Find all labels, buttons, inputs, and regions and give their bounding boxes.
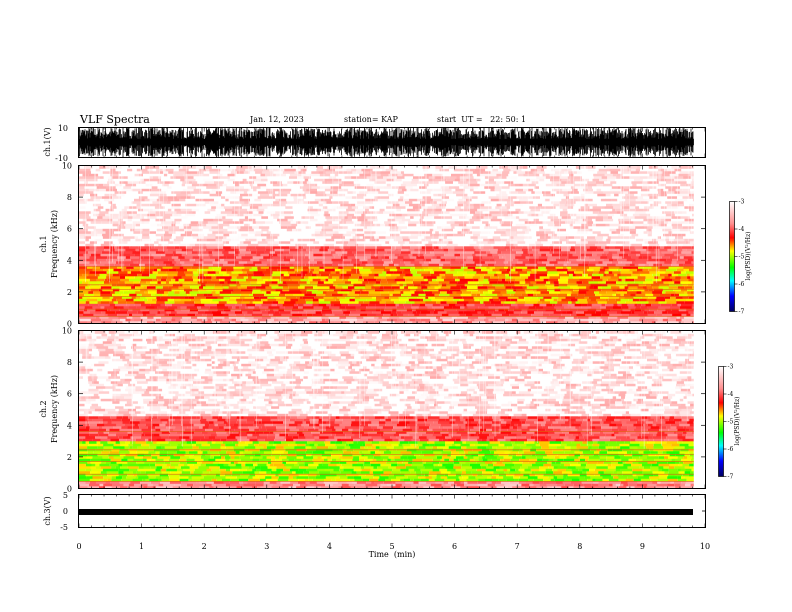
time-axis-ticks: [78, 127, 706, 528]
colorbar-tick-label: -4: [728, 391, 734, 398]
time-tick-label: 1: [139, 542, 144, 551]
ch1-spec-ylabel-freq: Frequency (kHz): [50, 210, 59, 278]
date-label: Jan. 12, 2023: [249, 115, 304, 124]
ch3-ytick-mid: 0: [63, 507, 68, 516]
ch1-spec-ylabel-ch: ch.1: [39, 235, 48, 252]
ch1-spectrogram-heatmap: [79, 165, 694, 324]
time-tick-label: 4: [327, 542, 332, 551]
freq-tick-label: 8: [67, 358, 72, 367]
time-tick-label: 3: [264, 542, 269, 551]
ch1-colorbar-scale: [729, 201, 735, 312]
colorbar-tick-label: -4: [739, 226, 745, 233]
freq-tick-label: 2: [67, 288, 72, 297]
start-time-label: start UT = 22: 50: 1: [437, 115, 526, 124]
freq-tick-label: 2: [67, 453, 72, 462]
ch1-waveform-line: [78, 127, 694, 157]
ch2-colorbar-ticks: -3 -4 -5 -6 -7: [723, 364, 734, 481]
ch3-waveform-panel: 5 0 -5 ch.3(V): [43, 491, 706, 532]
ch1-waveform-panel: 10 -10 ch.1(V): [43, 124, 706, 163]
colorbar-tick-label: -3: [739, 199, 745, 206]
ch1-spectrogram-panel: 0 2 4 6 8 10 ch.1 Frequency (kHz): [39, 162, 706, 329]
time-tick-label: 7: [515, 542, 520, 551]
colorbar-tick-label: -7: [728, 474, 734, 481]
colorbar-tick-label: -6: [739, 281, 745, 288]
ch3-ylabel: ch.3(V): [43, 496, 52, 525]
ch1-yticks: 0 2 4 6 8 10: [62, 162, 706, 329]
colorbar-tick-label: -5: [739, 254, 745, 261]
colorbar-tick-label: -7: [739, 309, 745, 316]
colorbar-tick-label: -5: [728, 419, 734, 426]
ch1-ytick-top: 10: [58, 124, 68, 133]
ch1-ytick-bottom: -10: [55, 154, 68, 163]
time-axis-tick-labels: 0 1 2 3 4 5 6 7 8 9 10: [76, 542, 710, 551]
ch2-colorbar-scale: [718, 366, 724, 477]
ch2-spectrogram-panel: 0 2 4 6 8 10 ch.2 Frequency (kHz): [39, 327, 706, 494]
ch2-spectrogram-heatmap: [78, 330, 694, 489]
freq-tick-label: 6: [67, 225, 72, 234]
freq-tick-label: 10: [62, 327, 72, 336]
time-tick-label: 10: [700, 542, 710, 551]
ch2-yticks: 0 2 4 6 8 10: [62, 327, 706, 494]
ch1-colorbar-ticks: -3 -4 -5 -6 -7: [734, 199, 745, 316]
figure-title: VLF Spectra: [79, 113, 150, 126]
time-tick-label: 6: [452, 542, 457, 551]
colorbar-tick-label: -6: [728, 446, 734, 453]
time-tick-label: 0: [76, 542, 81, 551]
ch1-colorbar: -3 -4 -5 -6 -7 log(PSD)(V2/Hz): [729, 199, 753, 316]
colorbar-tick-label: -3: [728, 364, 734, 371]
time-tick-label: 2: [202, 542, 207, 551]
ch3-ytick-bottom: -5: [60, 523, 68, 532]
ch3-ytick-top: 5: [63, 491, 68, 500]
ch2-spec-ylabel-ch: ch.2: [39, 400, 48, 417]
time-tick-label: 9: [640, 542, 645, 551]
ch2-spec-ylabel-freq: Frequency (kHz): [50, 375, 59, 443]
freq-tick-label: 8: [67, 193, 72, 202]
ch1-ylabel: ch.1(V): [43, 127, 52, 156]
time-axis-label: Time (min): [369, 550, 416, 559]
freq-tick-label: 0: [67, 320, 72, 329]
ch1-waveform-trace: [78, 127, 694, 157]
ch2-colorbar: -3 -4 -5 -6 -7 log(PSD)(V2/Hz): [718, 364, 742, 481]
freq-tick-label: 10: [62, 162, 72, 171]
freq-tick-label: 4: [67, 421, 72, 430]
ch2-colorbar-label: log(PSD)(V2/Hz): [733, 397, 742, 446]
station-label: station= KAP: [344, 115, 399, 124]
time-tick-label: 8: [577, 542, 582, 551]
freq-tick-label: 6: [67, 390, 72, 399]
freq-tick-label: 4: [67, 256, 72, 265]
freq-tick-label: 0: [67, 485, 72, 494]
ch1-colorbar-label: log(PSD)(V2/Hz): [744, 232, 753, 281]
time-tick-label: 5: [389, 542, 394, 551]
